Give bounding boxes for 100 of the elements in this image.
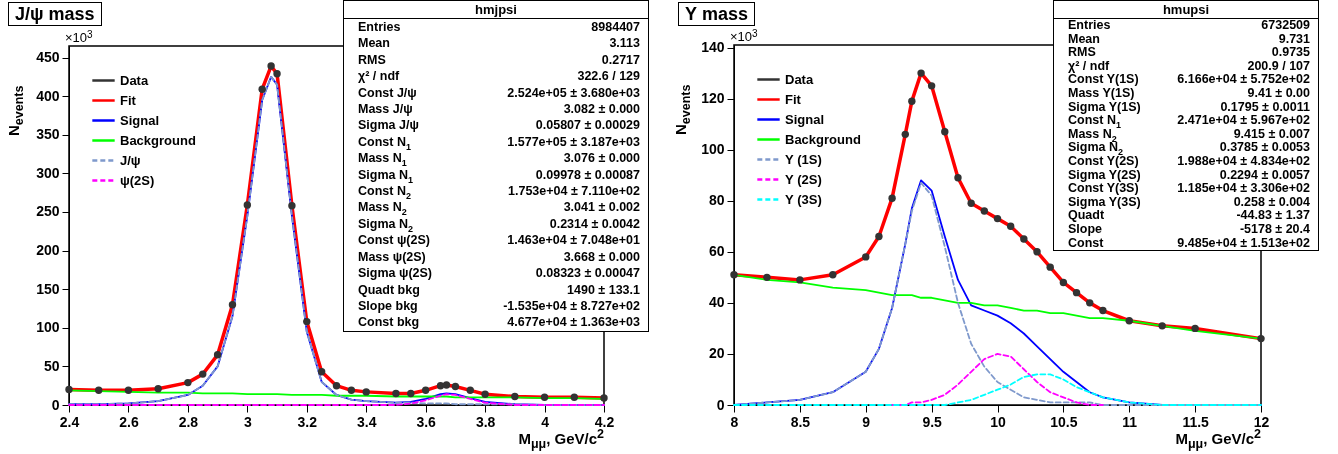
- annotation: Sigma N$_{2}$: [357, 215, 415, 234]
- annotation: 3.076 ± 0.000: [562, 150, 641, 167]
- annotation: -1.535e+04 ± 8.727e+02: [502, 297, 641, 315]
- point: [993, 214, 1002, 223]
- legend-label: Data: [120, 72, 149, 88]
- annotation: Const ψ(2S): [357, 232, 431, 249]
- legend-label: Fit: [785, 91, 802, 107]
- annotation: Const J/ψ: [357, 84, 418, 102]
- legend-label: Background: [120, 132, 196, 148]
- point: [862, 253, 870, 261]
- y-tick-label: 80: [708, 192, 725, 209]
- point: [917, 69, 925, 77]
- annotation: RMS: [357, 51, 387, 69]
- y-tick-label: 200: [36, 242, 60, 259]
- point: [258, 85, 266, 93]
- x-tick-label: 2.4: [59, 413, 80, 430]
- point: [1191, 324, 1199, 333]
- text: hmjpsi: [344, 1, 648, 19]
- annotation: Sigma Y(2S): [1067, 167, 1142, 183]
- y-tick-label: 50: [43, 357, 60, 374]
- annotation: 200.9 / 107: [1246, 58, 1311, 74]
- annotation: 3.082 ± 0.000: [562, 101, 641, 118]
- annotation: Mass N$_{2}$: [357, 199, 408, 217]
- point: [154, 385, 162, 393]
- y-tick-label: 140: [701, 39, 725, 56]
- annotation: Const N$_{1}$: [357, 133, 412, 152]
- point: [124, 386, 133, 395]
- text: Entries: [357, 19, 402, 36]
- annotation: Sigma Y(3S): [1067, 194, 1142, 210]
- annotation: -5178 ± 20.4: [1238, 221, 1311, 237]
- point: [1020, 235, 1028, 243]
- legend-label: Signal: [120, 112, 160, 128]
- legend-label: Data: [785, 71, 814, 87]
- legend-label: Background: [785, 131, 861, 147]
- annotation: Quadt bkg: [357, 281, 421, 298]
- legend-label: Signal: [785, 111, 825, 127]
- y-tick-label: 150: [36, 280, 60, 297]
- point: [980, 207, 989, 215]
- point: [362, 388, 370, 396]
- point: [317, 368, 326, 376]
- annotation: Mass J/ψ: [357, 101, 414, 118]
- annotation: 6.166e+04 ± 5.752e+02: [1176, 72, 1311, 87]
- x-tick-label: 4: [541, 413, 550, 430]
- x-tick-label: 3: [243, 413, 252, 430]
- point: [796, 276, 804, 284]
- point: [95, 386, 103, 395]
- annotation: RMS: [1067, 45, 1097, 60]
- annotation: 3.041 ± 0.002: [562, 199, 641, 216]
- point: [967, 199, 975, 207]
- annotation: 9.415 ± 0.007: [1232, 126, 1311, 142]
- annotation: Const N$_{2}$: [357, 183, 412, 201]
- annotation: Sigma Y(1S): [1067, 99, 1142, 115]
- x-axis-title: M$_{μμ}$, GeV/c$^{2}$: [518, 427, 604, 451]
- point: [1059, 278, 1068, 287]
- point: [407, 389, 415, 398]
- text: 3.113: [608, 35, 641, 52]
- x-tick-label: 9: [862, 413, 871, 430]
- annotation: Const Y(3S): [1067, 181, 1139, 196]
- y-tick-label: 20: [708, 345, 725, 362]
- annotation: 1.988e+04 ± 4.834e+02: [1176, 153, 1311, 169]
- annotation: 1.577e+05 ± 3.187e+03: [506, 133, 641, 151]
- x-tick-label: 3.8: [475, 413, 496, 430]
- annotation: Mean: [357, 35, 391, 52]
- point: [1158, 322, 1166, 330]
- point: [442, 381, 451, 389]
- annotation: 0.09978 ± 0.00087: [534, 166, 641, 184]
- x-tick-label: 11.5: [1182, 413, 1210, 430]
- annotation: Slope bkg: [357, 297, 419, 315]
- point: [901, 130, 909, 139]
- y-tick-label: 40: [708, 294, 725, 311]
- line-series: [891, 353, 1104, 406]
- y-tick-label: 300: [36, 164, 60, 181]
- point: [228, 300, 237, 309]
- x-tick-label: 2.6: [119, 413, 139, 430]
- annotation: 0.05807 ± 0.00029: [534, 117, 641, 134]
- x-tick-label: 8: [730, 413, 739, 430]
- annotation: Const Y(1S): [1067, 72, 1140, 87]
- annotation: 1490 ± 133.1: [566, 281, 641, 298]
- text: ×10$^{3}$: [65, 29, 93, 45]
- x-axis-title: M$_{μμ}$, GeV/c$^{2}$: [1175, 427, 1261, 451]
- x-tick-label: 3.4: [356, 413, 377, 430]
- text: 6732509: [1260, 18, 1311, 33]
- point: [199, 370, 207, 378]
- text: Mean: [1067, 31, 1101, 47]
- chart-title: J/ψ mass: [8, 2, 102, 26]
- point: [347, 386, 356, 395]
- point: [184, 378, 192, 387]
- x-tick-label: 10: [990, 413, 1006, 430]
- x-tick-label: 9.5: [922, 413, 943, 430]
- y-tick-label: 350: [36, 126, 60, 143]
- annotation: Const bkg: [357, 314, 421, 331]
- annotation: 1.463e+04 ± 7.048e+01: [506, 232, 641, 249]
- y-tick-label: 0: [716, 396, 725, 413]
- point: [1099, 306, 1107, 315]
- annotation: 0.2294 ± 0.0057: [1218, 167, 1311, 183]
- x-tick-label: 4.2: [594, 413, 615, 430]
- point: [436, 382, 445, 390]
- y-tick-label: 120: [701, 90, 725, 107]
- point: [1046, 263, 1054, 271]
- annotation: 2.471e+04 ± 5.967e+02: [1176, 113, 1311, 128]
